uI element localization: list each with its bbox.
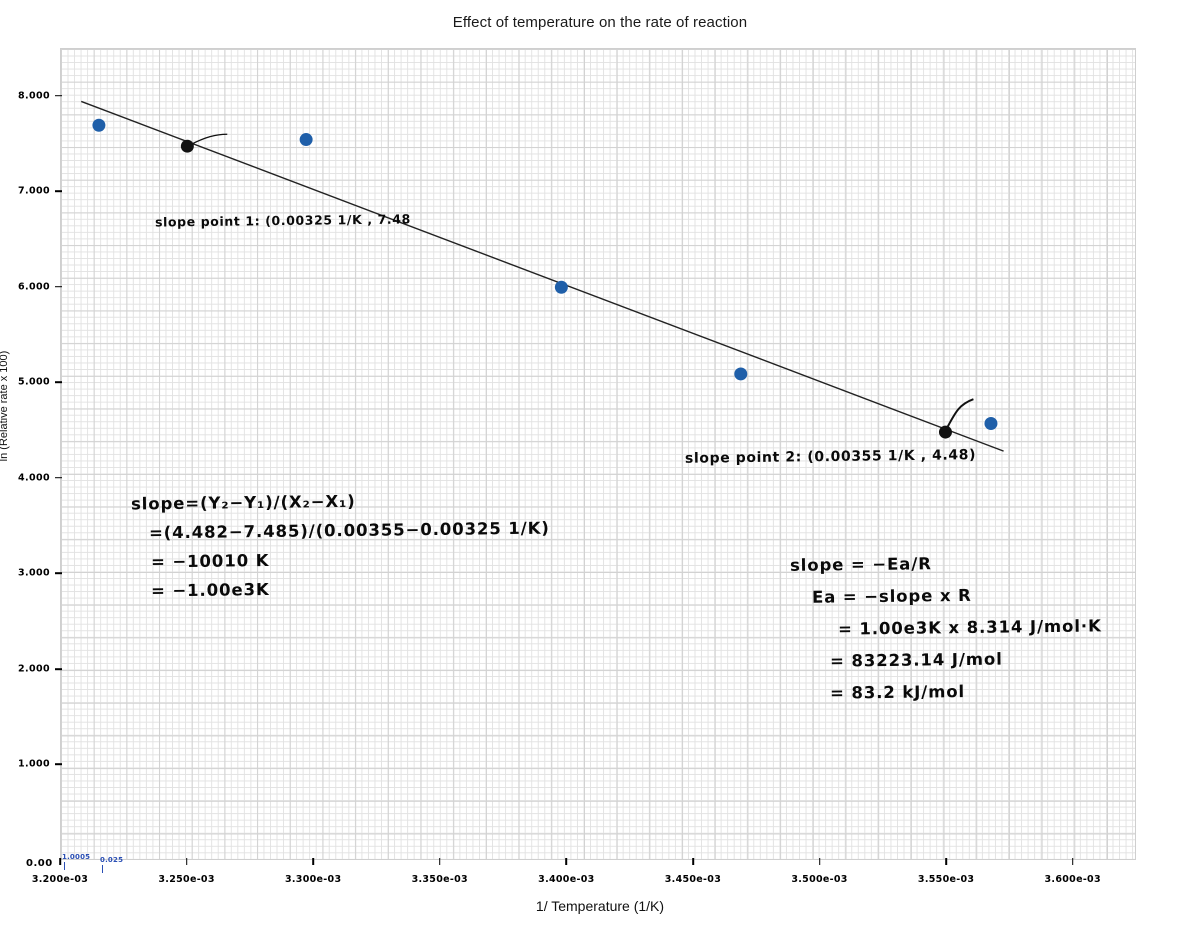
y-tick-label: 5.000	[17, 376, 50, 388]
x-tick-mark	[1071, 858, 1074, 865]
x-tick-label: 3.300e-03	[284, 874, 342, 885]
y-tick-mark	[55, 763, 62, 766]
y-tick-label: 1.000	[17, 758, 50, 770]
y-tick-label: 8.000	[17, 90, 50, 102]
activation-energy-calculation-block: slope = −Ea/R Ea = −slope x R = 1.00e3K x …	[790, 548, 1102, 708]
x-tick-label: 3.250e-03	[158, 874, 215, 885]
slope-point-marker	[938, 425, 952, 439]
x-tick-mark	[565, 858, 568, 865]
x-tick-label: 3.550e-03	[917, 874, 975, 885]
y-tick-mark	[55, 190, 62, 193]
x-tick-mark	[438, 858, 441, 865]
x-axis-title: 1/ Temperature (1/K)	[535, 898, 665, 914]
x-tick-label: 3.400e-03	[538, 874, 595, 885]
leader-line-slope-point-2	[946, 398, 974, 428]
calc-line: = 83.2 kJ/mol	[829, 682, 966, 703]
minor-tick-annotation: 1.0005	[62, 853, 91, 861]
y-tick-label: 7.000	[17, 185, 50, 197]
x-tick-mark	[312, 858, 314, 865]
calc-line: slope = −Ea/R	[789, 554, 932, 575]
x-tick-label: 3.350e-03	[411, 874, 468, 885]
y-tick-mark	[55, 381, 62, 384]
annotation-slope-point-1: slope point 1: (0.00325 1/K , 7.48	[154, 211, 411, 230]
y-tick-mark	[55, 94, 62, 97]
grid-major	[61, 49, 1135, 859]
slope-point-marker	[180, 139, 194, 153]
data-point-marker	[92, 118, 106, 132]
calc-line: = 1.00e3K x 8.314 J/mol·K	[837, 616, 1102, 639]
x-tick-label: 3.500e-03	[791, 874, 848, 885]
data-point-marker	[734, 367, 748, 381]
page-title: Effect of temperature on the rate of rea…	[452, 14, 748, 31]
x-tick-label: 3.600e-03	[1044, 874, 1101, 885]
y-tick-label: 4.000	[17, 472, 50, 484]
calc-line: = 83223.14 J/mol	[829, 649, 1003, 671]
slope-calculation-block: slope=(Y₂−Y₁)/(X₂−X₁) =(4.482−7.485)/(0.0…	[131, 487, 550, 603]
origin-tick-label: 0.00	[26, 858, 53, 869]
plot-svg	[80, 100, 1004, 452]
data-point-marker	[299, 133, 313, 147]
y-tick-mark	[55, 477, 62, 479]
calc-line: Ea = −slope x R	[811, 585, 972, 607]
minor-tick-mark	[102, 865, 104, 873]
y-tick-mark	[55, 668, 62, 670]
y-tick-mark	[55, 572, 62, 575]
plot-area	[60, 48, 1136, 860]
x-tick-label: 3.450e-03	[664, 874, 722, 885]
y-tick-label: 6.000	[17, 281, 50, 293]
x-tick-mark	[185, 858, 188, 865]
y-tick-mark	[55, 286, 62, 288]
leader-line-slope-point-1	[191, 133, 228, 145]
minor-tick-mark	[64, 862, 66, 870]
y-tick-label: 2.000	[17, 663, 50, 675]
y-axis-title: ln (Relative rate x 100)	[0, 350, 10, 462]
x-tick-mark	[818, 858, 821, 865]
data-point-marker	[984, 417, 998, 430]
x-tick-label: 3.200e-03	[31, 874, 89, 885]
y-tick-label: 3.000	[17, 567, 50, 579]
x-tick-mark	[945, 858, 947, 865]
x-tick-mark	[59, 858, 61, 865]
x-tick-mark	[692, 858, 694, 865]
minor-tick-annotation: 0.025	[100, 856, 124, 864]
trendline	[80, 100, 1004, 452]
calc-line: = −1.00e3K	[150, 579, 270, 601]
data-point-marker	[554, 280, 568, 294]
